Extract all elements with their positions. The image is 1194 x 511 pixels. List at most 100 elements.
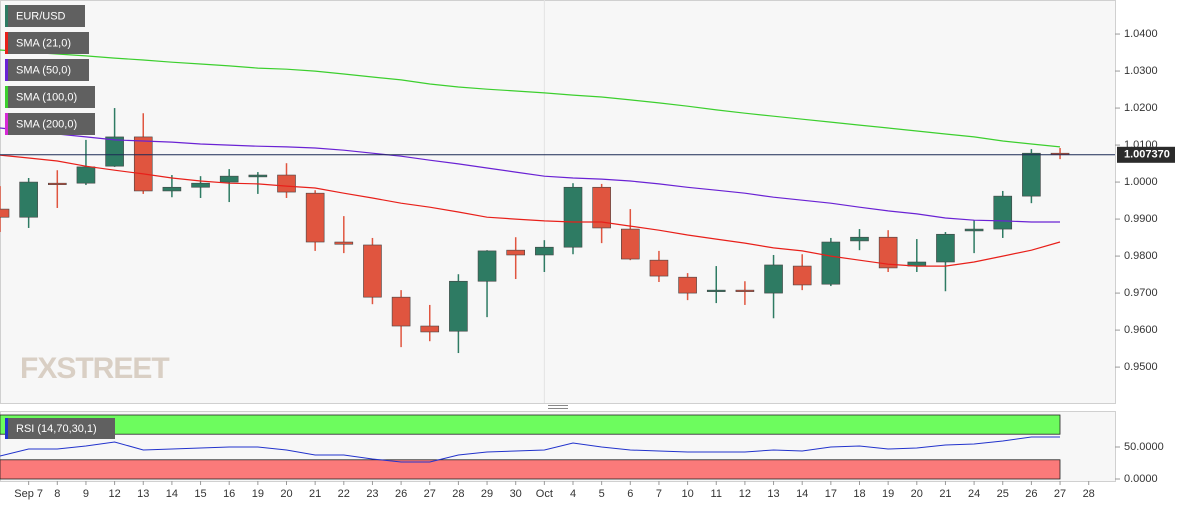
legend-box[interactable] [5,59,89,81]
candle-body [821,241,841,285]
x-tick-label: 25 [997,488,1009,500]
x-tick-label: 19 [882,488,894,500]
x-tick-label: 14 [796,488,808,500]
x-tick-label: 13 [767,488,779,500]
candle-body [420,325,440,333]
x-tick-label: Sep 7 [14,488,43,500]
watermark: FXSTREET [20,352,169,385]
candle-body [506,249,526,256]
legend-label: RSI (14,70,30,1) [16,423,97,435]
candle-body [162,186,182,192]
x-tick-label: 27 [1054,488,1066,500]
legend-swatch [5,59,8,81]
candle-body [706,289,726,292]
candle-body [535,246,554,256]
resize-handle[interactable] [548,405,568,406]
x-tick-label: 20 [280,488,292,500]
legend-label: SMA (50,0) [16,64,71,76]
x-tick-label: 5 [599,488,605,500]
x-tick-label: 23 [366,488,378,500]
sma-line [0,127,1060,223]
main-plot [0,0,1115,403]
candle-body [993,195,1013,230]
candle-body [0,208,10,218]
x-tick-label: 22 [338,488,350,500]
overlay: 0.95000.96000.97000.98000.99001.00001.01… [5,5,1175,500]
legend-swatch [5,113,8,135]
main-panel [0,0,1116,404]
x-tick-label: 27 [424,488,436,500]
candle-body [649,259,669,277]
y-tick-label: 1.0000 [1124,176,1158,188]
legend-box[interactable] [5,113,95,135]
sma-line [0,49,1061,148]
candle-body [563,186,583,248]
y-tick-label: 1.0300 [1124,65,1158,77]
candle-body [449,280,468,332]
candle-body [248,174,268,178]
legend-label: SMA (200,0) [16,118,77,130]
x-tick-label: 26 [395,488,407,500]
legend-label: EUR/USD [16,10,66,22]
rsi-line [0,436,1060,463]
x-tick-label: 12 [739,488,751,500]
y-tick-label: 0.9500 [1124,361,1158,373]
x-tick-label: 21 [939,488,951,500]
legend-swatch [5,32,8,54]
x-tick-label: 14 [166,488,178,500]
x-tick-label: 28 [452,488,464,500]
candle-body [305,192,325,243]
rsi-band [0,459,1061,480]
legend-box[interactable] [5,418,115,439]
x-tick-label: 9 [83,488,89,500]
legend-swatch [5,5,8,27]
rsi-plot [0,414,1061,480]
x-tick-label: 19 [252,488,264,500]
x-tick-label: 11 [711,488,722,500]
legend-box[interactable] [5,5,85,27]
x-tick-label: 16 [223,488,235,500]
candle-body [620,228,640,260]
candle-body [477,250,497,282]
legend-label: SMA (21,0) [16,37,71,49]
candle-body [592,186,611,229]
x-tick-label: 12 [108,488,120,500]
x-tick-label: 30 [510,488,522,500]
candle-body [191,182,210,188]
candle-body [105,136,124,167]
candle-body [735,289,755,292]
legend-swatch [5,86,8,108]
x-tick-label: 10 [681,488,693,500]
candle-body [878,236,898,269]
y-tick-label: 1.0400 [1124,28,1158,40]
x-tick-label: 26 [1025,488,1037,500]
x-tick-label: 15 [194,488,206,500]
resize-handle[interactable] [548,408,568,409]
legend-box[interactable] [5,32,89,54]
candle-body [792,265,812,286]
legend-box[interactable] [5,86,95,108]
candle-body [133,136,153,192]
x-tick-label: 4 [570,488,576,500]
x-tick-label: 28 [1083,488,1095,500]
y-tick-label: 0.9900 [1124,213,1158,225]
candle-body [19,181,38,218]
x-tick-label: Oct [536,488,553,500]
x-tick-label: 21 [309,488,321,500]
y-tick-label: 50.0000 [1124,441,1164,453]
candle-body [76,166,96,184]
last-price-box [1117,146,1175,163]
candle-body [936,233,955,263]
x-tick-label: 7 [656,488,662,500]
sma-line [0,154,1061,267]
y-tick-label: 0.9800 [1124,250,1158,262]
candle-body [363,244,382,298]
legend-swatch [5,418,8,439]
candle-body [678,276,697,294]
x-tick-label: 6 [627,488,633,500]
legend-label: SMA (100,0) [16,91,77,103]
candle-body [277,174,296,193]
x-tick-label: 13 [137,488,149,500]
